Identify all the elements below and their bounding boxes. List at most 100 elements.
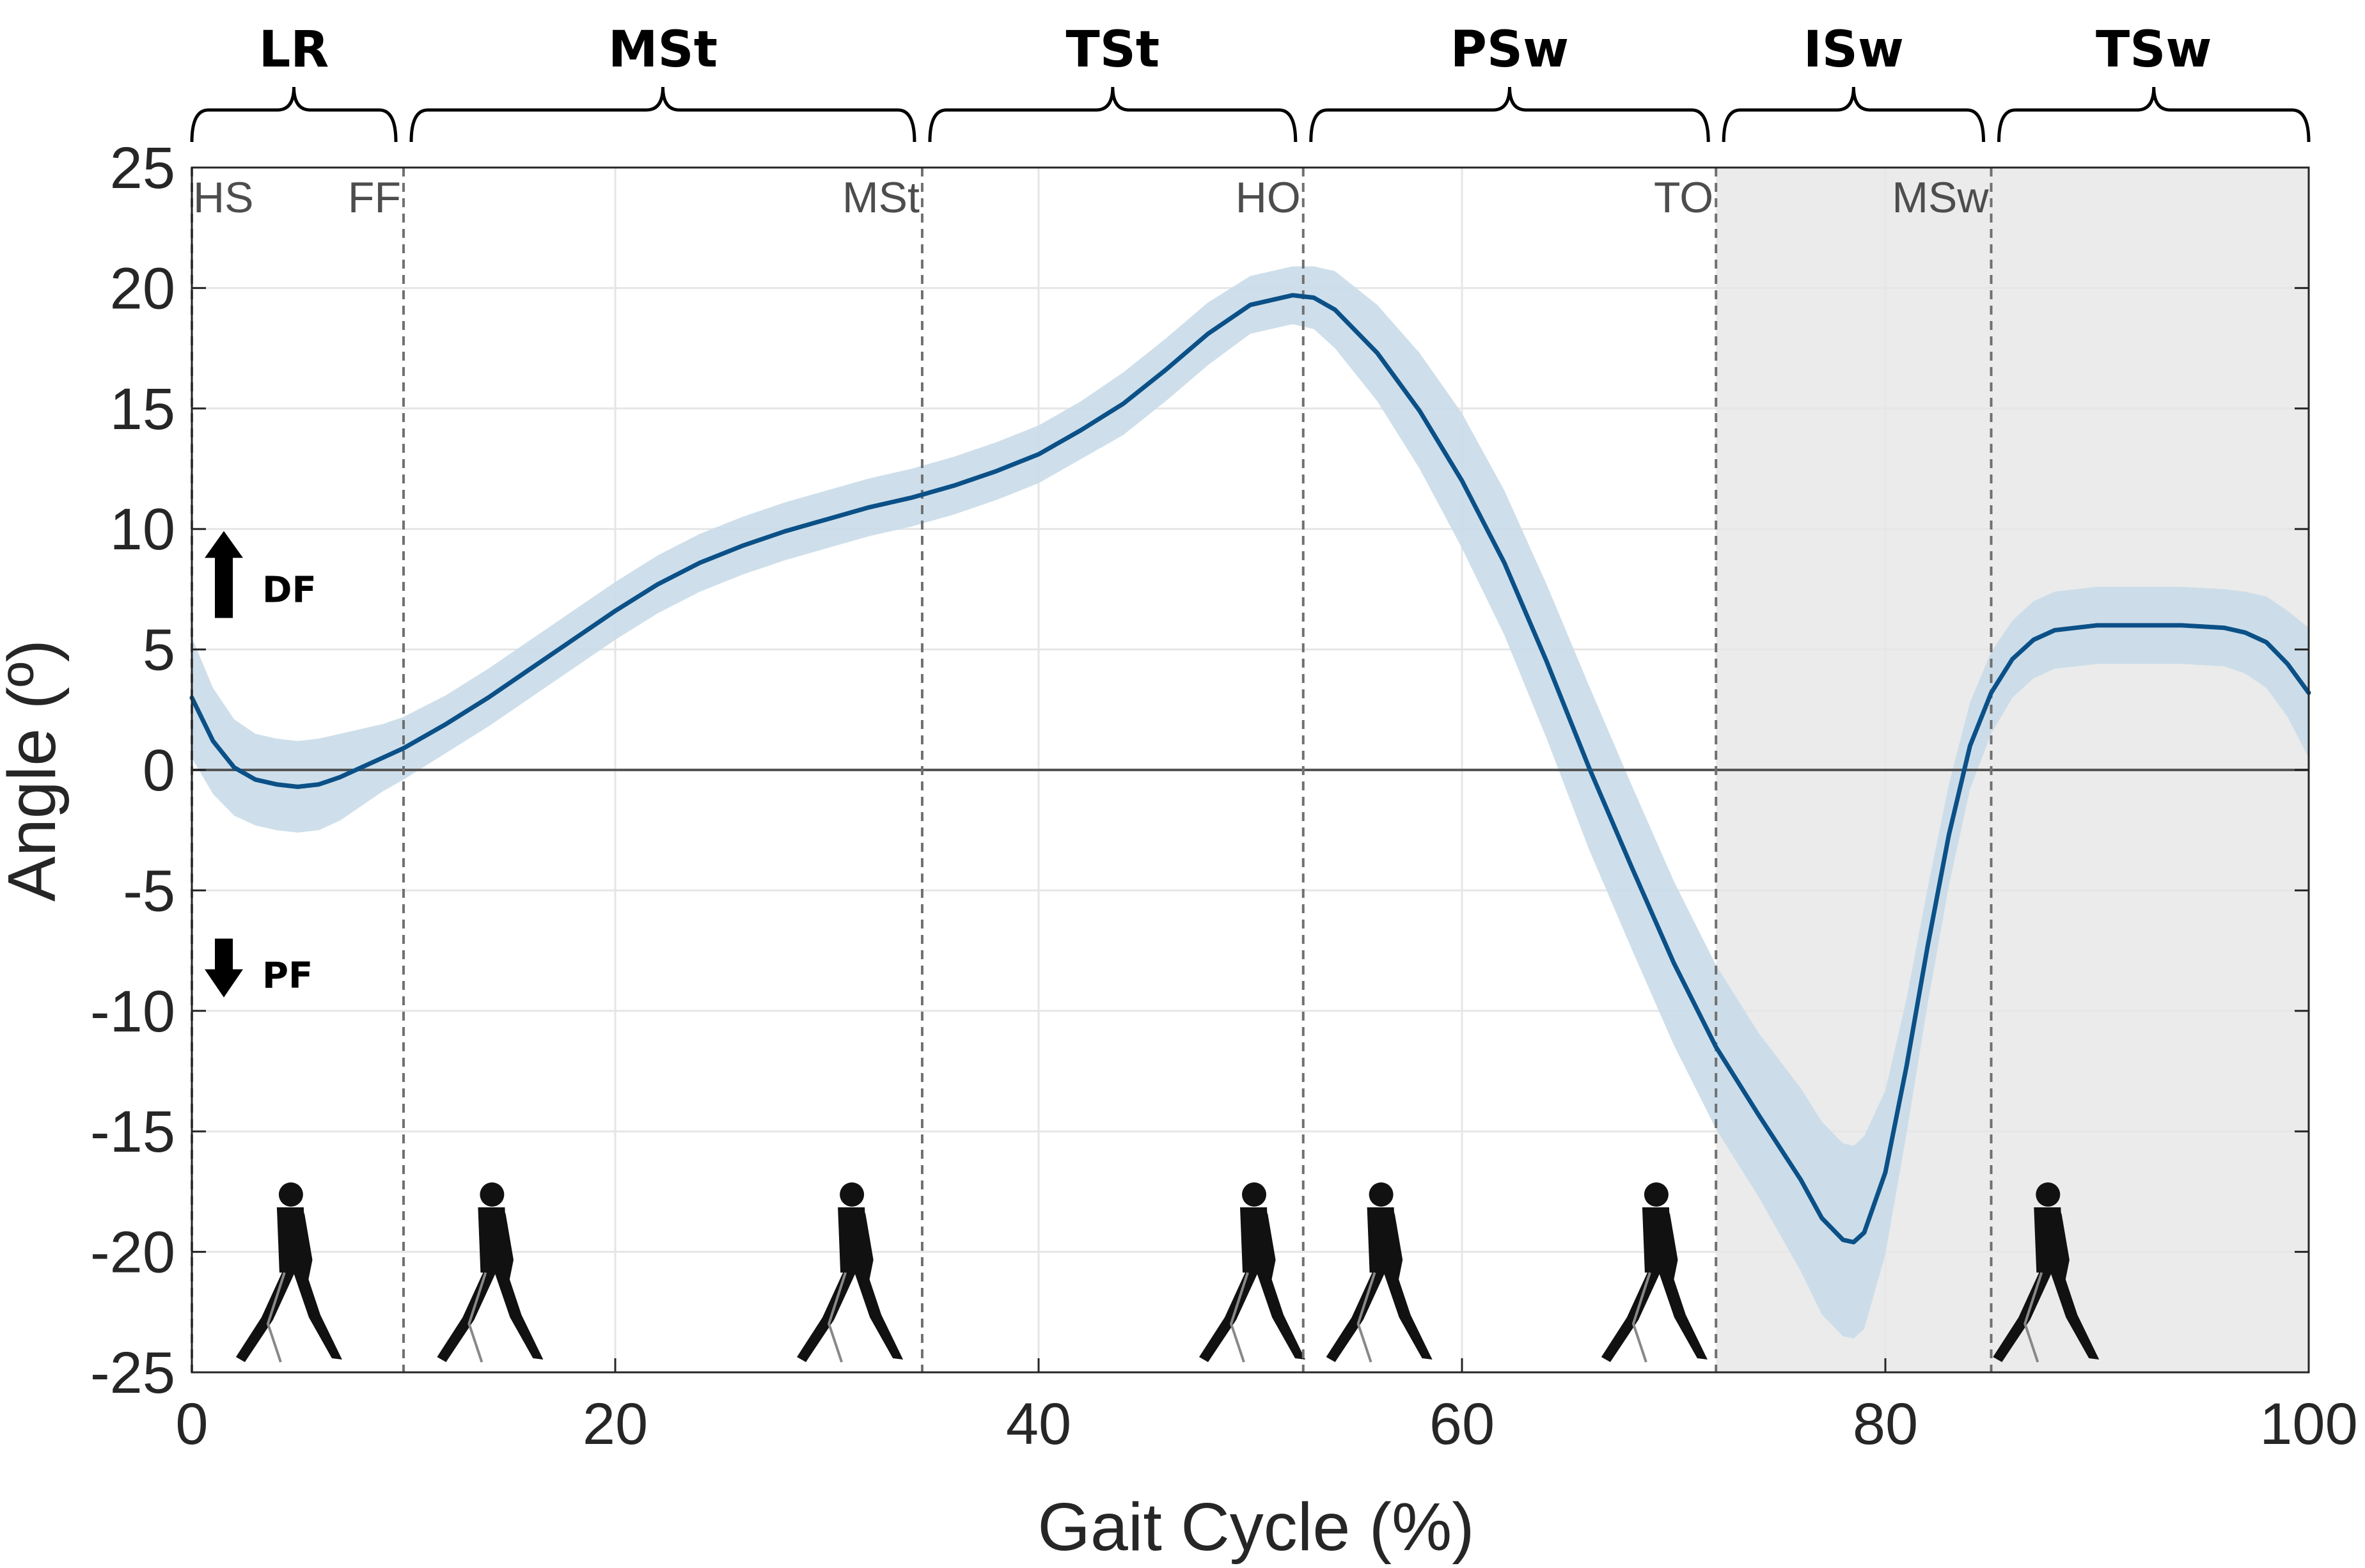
y-tick-label: -25 [90,1340,175,1406]
phase-label: ISw [1803,21,1904,79]
walker-head [2036,1182,2061,1207]
event-label: MSt [842,173,920,222]
walker-back-leg [1993,1273,2052,1362]
walker-front-leg [494,1273,544,1360]
phase-bracket [928,86,1298,143]
event-lines: HS FF MSt HO TO MSw [191,168,1993,1372]
event-label: HO [1236,173,1301,222]
phase-bracket [190,86,398,143]
walker-back-leg [1326,1273,1385,1362]
walker-torso [838,1207,868,1273]
event-label: HS [193,173,253,222]
walker-back-leg [437,1273,496,1362]
phase-label: TSw [2096,21,2212,79]
walker-ghost-leg [827,1272,847,1363]
phase-bracket [1997,86,2311,143]
walker-arm [1388,1211,1403,1289]
walker-torso [2034,1207,2064,1273]
phase-label: LR [259,21,329,79]
y-tick-label: 10 [110,497,175,562]
phase-bracket [1309,86,1710,143]
x-axis-title: Gait Cycle (%) [1037,1489,1474,1565]
walker-head [1242,1182,1266,1207]
walker-head [840,1182,865,1207]
y-tick-label: -10 [90,979,175,1044]
walker-figure-icon [1601,1182,1708,1363]
phase-brackets: LR MSt TSt PSw ISw TSw [190,21,2311,143]
walker-ghost-leg [266,1272,286,1363]
mean-line-layer [189,293,2311,1244]
x-tick-label: 80 [1853,1392,1918,1457]
x-tick-label: 0 [175,1392,208,1457]
walker-torso [276,1207,306,1273]
y-tick-label: 15 [110,377,175,442]
walker-head [1369,1182,1394,1207]
walker-head [480,1182,505,1207]
y-tick-label: 20 [110,256,175,321]
walker-front-leg [293,1273,342,1360]
y-tick-label: -5 [123,858,175,923]
phase-bracket [409,86,916,143]
phase-label: TSt [1066,21,1160,79]
x-tick-label: 20 [583,1392,648,1457]
walker-arm [858,1211,874,1289]
walker-figure-icon [1993,1182,2100,1363]
event-label: FF [348,173,401,222]
walker-arm [1261,1211,1276,1289]
walker-front-leg [1257,1273,1305,1360]
walker-back-leg [797,1273,856,1362]
walker-torso [478,1207,508,1273]
phase-bracket [1722,86,1985,143]
walker-front-leg [1383,1273,1433,1360]
walker-figure-icon [1199,1182,1305,1363]
walker-ghost-leg [1229,1272,1249,1363]
plantarflexion-label: PF [262,955,313,996]
walker-figure-icon [1326,1182,1433,1363]
phase-label: PSw [1450,21,1569,79]
walker-torso [1367,1207,1397,1273]
walker-torso [1642,1207,1672,1273]
walker-figure-icon [235,1182,342,1363]
walker-ghost-leg [468,1272,487,1363]
walker-back-leg [1199,1273,1258,1362]
walker-figure-icon [797,1182,904,1363]
y-tick-label: 0 [143,738,175,803]
arrow-up-icon [205,531,243,618]
walker-ghost-leg [1631,1272,1651,1363]
walker-front-leg [2050,1273,2100,1360]
walker-ghost-leg [2023,1272,2043,1363]
y-tick-label: 5 [143,618,175,683]
walker-figure-icon [437,1182,544,1363]
walker-arm [1663,1211,1678,1289]
y-tick-label: -20 [90,1220,175,1285]
x-tick-label: 60 [1429,1392,1495,1457]
arrow-down-shape [205,938,243,998]
y-tick-label: 25 [110,136,175,201]
walker-back-leg [1601,1273,1660,1362]
x-tick-label: 40 [1006,1392,1071,1457]
walker-head [278,1182,303,1207]
x-tick-label: 100 [2259,1392,2358,1457]
tick-labels: 0 20 40 60 80 100 25 20 15 10 5 0 -5 -10 -15 -20 -25 [90,136,2358,1457]
phase-label: MSt [608,21,718,79]
walker-head [1644,1182,1669,1207]
mean-line [189,293,2311,1244]
arrow-down-icon [205,938,243,998]
walker-figures [235,1182,2100,1363]
dorsiflexion-label: DF [262,569,317,611]
y-axis-title: Angle (º) [0,639,70,902]
walker-front-leg [854,1273,904,1360]
walker-arm [297,1211,313,1289]
walker-arm [498,1211,514,1289]
std-band-layer [192,266,2309,1339]
walker-arm [2054,1211,2070,1289]
walker-front-leg [1658,1273,1708,1360]
y-tick-label: -15 [90,1099,175,1164]
event-label: TO [1654,173,1713,222]
walker-torso [1240,1207,1269,1273]
walker-ghost-leg [1356,1272,1376,1363]
std-band [192,266,2309,1339]
arrow-up-shape [205,531,243,618]
event-label: MSw [1892,173,1989,222]
